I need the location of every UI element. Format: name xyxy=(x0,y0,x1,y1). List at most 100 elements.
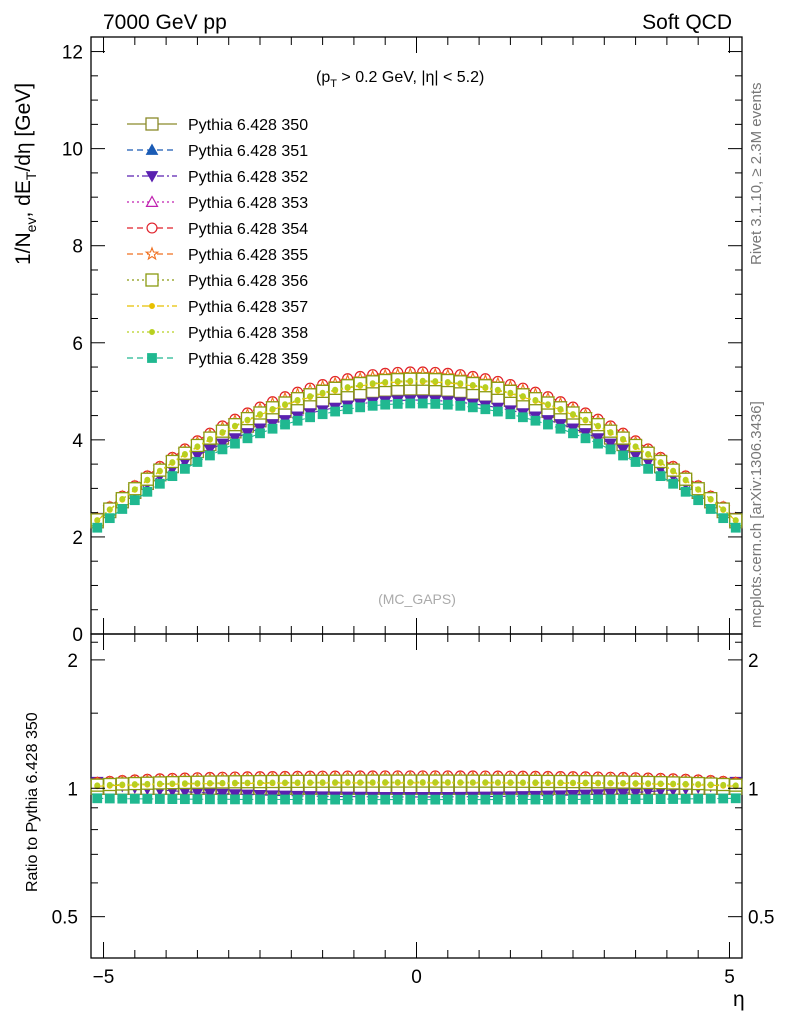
ratio-line xyxy=(97,781,736,798)
data-point xyxy=(392,794,403,805)
data-point xyxy=(657,780,664,787)
data-point xyxy=(568,428,578,439)
data-point xyxy=(618,450,628,461)
data-point xyxy=(643,794,654,805)
data-point xyxy=(94,782,101,789)
data-point xyxy=(244,416,251,423)
data-point xyxy=(255,794,265,805)
data-point xyxy=(216,438,229,451)
data-point xyxy=(106,781,113,788)
data-point xyxy=(555,794,566,805)
data-point xyxy=(620,436,627,442)
data-point xyxy=(257,779,263,786)
ratio-line xyxy=(97,781,736,786)
data-point xyxy=(169,459,176,466)
data-point xyxy=(106,506,113,513)
data-point xyxy=(645,780,652,787)
data-point xyxy=(167,471,178,482)
series-main-358 xyxy=(94,377,739,524)
watermark: (MC_GAPS) xyxy=(378,591,456,607)
data-point xyxy=(430,398,441,409)
xtick-label: 0 xyxy=(411,967,422,988)
series-line xyxy=(96,380,737,521)
data-point xyxy=(405,398,416,409)
data-point xyxy=(217,794,228,805)
data-point xyxy=(194,443,201,450)
main-ytick-label: 0 xyxy=(72,625,83,646)
data-point xyxy=(257,411,263,418)
legend-marker xyxy=(144,246,160,261)
data-point xyxy=(129,495,140,506)
data-point xyxy=(632,780,639,787)
data-point xyxy=(92,793,103,804)
data-point xyxy=(292,415,303,426)
data-point xyxy=(620,779,627,786)
data-point xyxy=(129,793,140,804)
legend-label: Pythia 6.428 351 xyxy=(188,143,308,160)
data-point xyxy=(119,781,126,788)
data-point xyxy=(668,478,679,489)
main-ytick-label: 6 xyxy=(72,334,83,355)
data-point xyxy=(432,779,439,786)
ratio-ytick-label: 2 xyxy=(67,651,78,672)
data-point xyxy=(670,467,677,474)
legend-label: Pythia 6.428 355 xyxy=(188,247,308,264)
data-point xyxy=(718,513,729,524)
data-point xyxy=(519,779,526,786)
data-point xyxy=(206,436,213,442)
data-point xyxy=(680,486,691,497)
data-point xyxy=(342,404,353,415)
data-point xyxy=(593,438,603,449)
ratio-line xyxy=(97,782,736,787)
data-point xyxy=(280,794,290,805)
data-point xyxy=(94,517,101,524)
data-point xyxy=(280,419,290,430)
data-point xyxy=(344,779,351,786)
xtick-label: 5 xyxy=(724,967,735,988)
data-point xyxy=(455,794,466,805)
legend-entry: Pythia 6.428 354 xyxy=(127,221,308,238)
data-point xyxy=(407,779,414,786)
series-ratio-358 xyxy=(94,779,739,789)
data-point xyxy=(282,779,289,786)
data-point xyxy=(720,781,727,788)
data-point xyxy=(319,779,326,786)
data-point xyxy=(645,451,652,457)
data-point xyxy=(282,401,289,408)
main-series-group xyxy=(89,366,744,533)
data-point xyxy=(457,779,464,786)
data-point xyxy=(557,406,564,412)
data-point xyxy=(530,794,541,805)
data-point xyxy=(482,384,489,391)
data-point xyxy=(519,393,526,400)
main-ytick-label: 8 xyxy=(72,237,83,258)
main-ytick-label: 10 xyxy=(62,140,83,161)
data-point xyxy=(467,402,478,413)
legend-marker xyxy=(146,222,158,234)
data-point xyxy=(505,794,516,805)
mcplots-label: mcplots.cern.ch [arXiv:1306.3436] xyxy=(748,401,765,628)
series-line xyxy=(96,381,737,522)
legend-marker xyxy=(147,353,157,363)
main-ylabel: 1/Nev, dET/dη [GeV] xyxy=(12,83,39,265)
legend-marker xyxy=(145,273,159,287)
xtick-label: −5 xyxy=(93,967,115,988)
legend-entry: Pythia 6.428 353 xyxy=(127,195,308,212)
data-point xyxy=(380,794,391,805)
data-point xyxy=(532,779,539,786)
data-point xyxy=(505,409,516,420)
data-point xyxy=(131,486,138,493)
legend-label: Pythia 6.428 354 xyxy=(188,221,308,238)
data-point xyxy=(294,779,301,786)
data-point xyxy=(267,794,278,805)
legend-entry: Pythia 6.428 356 xyxy=(127,273,308,290)
data-point xyxy=(655,471,666,482)
data-point xyxy=(104,793,115,804)
data-point xyxy=(305,794,315,805)
data-point xyxy=(117,504,128,514)
data-point xyxy=(604,438,617,451)
data-point xyxy=(469,779,476,786)
rivet-label: Rivet 3.1.10, ≥ 2.3M events xyxy=(748,83,765,266)
data-point xyxy=(457,380,464,387)
